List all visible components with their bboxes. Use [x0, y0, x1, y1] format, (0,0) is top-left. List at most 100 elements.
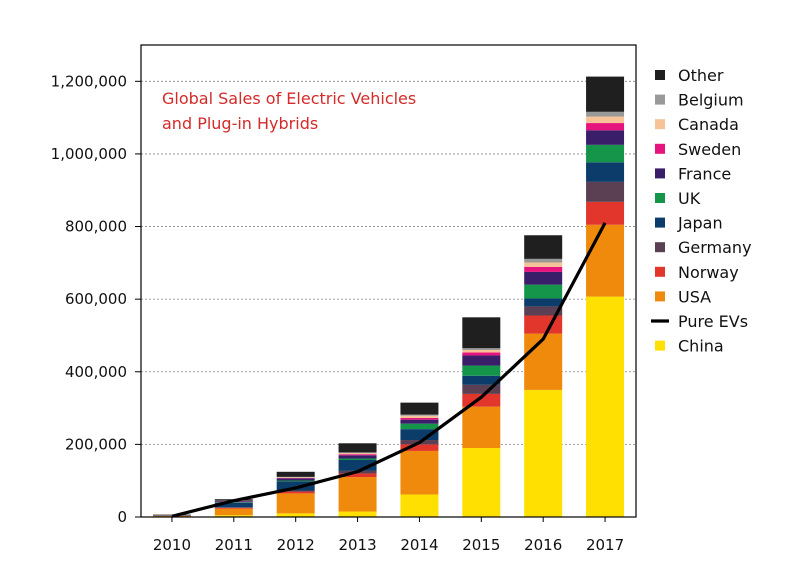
bar-france-2016 — [524, 271, 563, 285]
bar-france-2015 — [462, 355, 501, 366]
bar-canada-2017 — [586, 116, 625, 124]
bar-sweden-2017 — [586, 123, 625, 131]
legend-swatch — [655, 291, 665, 302]
x-tick-label: 2013 — [338, 536, 376, 554]
bar-uk-2014 — [400, 423, 439, 430]
bar-china-2014 — [400, 494, 439, 517]
legend-swatch — [655, 242, 665, 253]
bar-norway-2014 — [400, 444, 439, 451]
legend-label: Norway — [678, 263, 739, 282]
bar-other-2016 — [524, 235, 563, 259]
bar-china-2012 — [276, 513, 315, 517]
bar-germany-2016 — [524, 306, 563, 316]
legend-item-sweden: Sweden — [655, 140, 741, 159]
bar-germany-2015 — [462, 384, 501, 394]
bar-japan-2014 — [400, 429, 439, 441]
bars — [152, 76, 625, 517]
bar-sweden-2015 — [462, 352, 501, 356]
bar-france-2012 — [276, 478, 315, 481]
bar-usa-2013 — [338, 477, 377, 512]
bar-sweden-2016 — [524, 266, 563, 272]
bar-other-2017 — [586, 76, 625, 112]
chart-title-line: Global Sales of Electric Vehicles — [162, 89, 416, 108]
x-tick-label: 2015 — [462, 536, 500, 554]
legend-label: USA — [678, 287, 711, 306]
bar-usa-2016 — [524, 333, 563, 390]
bar-france-2014 — [400, 419, 439, 424]
bar-sweden-2013 — [338, 454, 377, 456]
legend-item-belgium: Belgium — [655, 91, 744, 110]
x-tick-label: 2012 — [277, 536, 315, 554]
legend-swatch — [655, 217, 665, 228]
bar-canada-2015 — [462, 349, 501, 353]
bar-germany-2011 — [214, 507, 253, 508]
bar-other-2015 — [462, 317, 501, 349]
bar-germany-2012 — [276, 490, 315, 492]
legend-swatch — [655, 193, 665, 203]
legend-item-germany: Germany — [655, 238, 752, 257]
bar-norway-2017 — [586, 201, 625, 225]
x-tick-label: 2017 — [586, 536, 624, 554]
y-tick-label: 1,000,000 — [51, 145, 127, 163]
bar-china-2015 — [462, 448, 501, 517]
bar-sweden-2014 — [400, 417, 439, 420]
legend-item-japan: Japan — [655, 214, 723, 233]
bar-canada-2013 — [338, 453, 377, 455]
legend-label: Canada — [678, 115, 739, 134]
pure-ev-line — [171, 222, 607, 518]
bar-canada-2016 — [524, 262, 563, 267]
bar-uk-2015 — [462, 365, 501, 376]
legend-swatch — [655, 340, 665, 351]
bar-other-2013 — [338, 443, 377, 453]
legend-swatch — [655, 119, 665, 130]
legend-swatch — [655, 143, 665, 154]
x-axis: 2010 2011 2012 2013 2014 2015 2016 2017 — [153, 517, 624, 554]
x-tick-label: 2010 — [153, 536, 191, 554]
bar-belgium-2013 — [338, 452, 377, 454]
bar-uk-2017 — [586, 144, 625, 163]
bar-canada-2014 — [400, 415, 439, 418]
legend-item-canada: Canada — [655, 115, 739, 134]
bar-china-2017 — [586, 296, 625, 517]
bar-japan-2015 — [462, 375, 501, 385]
bar-belgium-2017 — [586, 111, 625, 117]
bar-japan-2013 — [338, 459, 377, 471]
bar-usa-2015 — [462, 406, 501, 449]
bar-japan-2017 — [586, 162, 625, 182]
legend-item-norway: Norway — [655, 263, 739, 282]
bar-norway-2011 — [214, 507, 253, 509]
legend-label: China — [678, 337, 724, 356]
legend-item-other: Other — [655, 66, 724, 85]
bar-canada-2012 — [276, 477, 315, 478]
bar-belgium-2015 — [462, 348, 501, 350]
y-tick-label: 600,000 — [65, 290, 127, 308]
bar-uk-2012 — [276, 480, 315, 482]
legend-label: France — [678, 164, 731, 183]
bar-japan-2011 — [214, 502, 253, 508]
bar-norway-2013 — [338, 473, 377, 478]
legend-label: UK — [678, 189, 701, 208]
bar-usa-2011 — [214, 508, 253, 516]
bar-usa-2014 — [400, 450, 439, 495]
bar-japan-2012 — [276, 481, 315, 491]
chart-title: Global Sales of Electric Vehicles and Plu… — [162, 89, 416, 133]
legend-label: Germany — [678, 238, 752, 257]
y-axis: 0 200,000 400,000 600,000 800,000 1,000,000 1,… — [51, 72, 141, 526]
bar-china-2013 — [338, 511, 377, 517]
legend-label: Sweden — [678, 140, 741, 159]
bar-uk-2016 — [524, 284, 563, 299]
bar-other-2012 — [276, 471, 315, 477]
x-tick-label: 2011 — [215, 536, 253, 554]
pure-ev-line-layer — [171, 222, 607, 518]
bar-uk-2011 — [214, 502, 253, 503]
bar-france-2013 — [338, 455, 377, 459]
bar-china-2011 — [214, 515, 253, 517]
bar-usa-2017 — [586, 224, 625, 297]
y-tick-label: 800,000 — [65, 218, 127, 236]
legend-item-pure-evs: Pure EVs — [651, 312, 748, 331]
y-tick-label: 400,000 — [65, 363, 127, 381]
bar-norway-2016 — [524, 315, 563, 334]
legend-label: Other — [678, 66, 724, 85]
y-tick-label: 200,000 — [65, 435, 127, 453]
